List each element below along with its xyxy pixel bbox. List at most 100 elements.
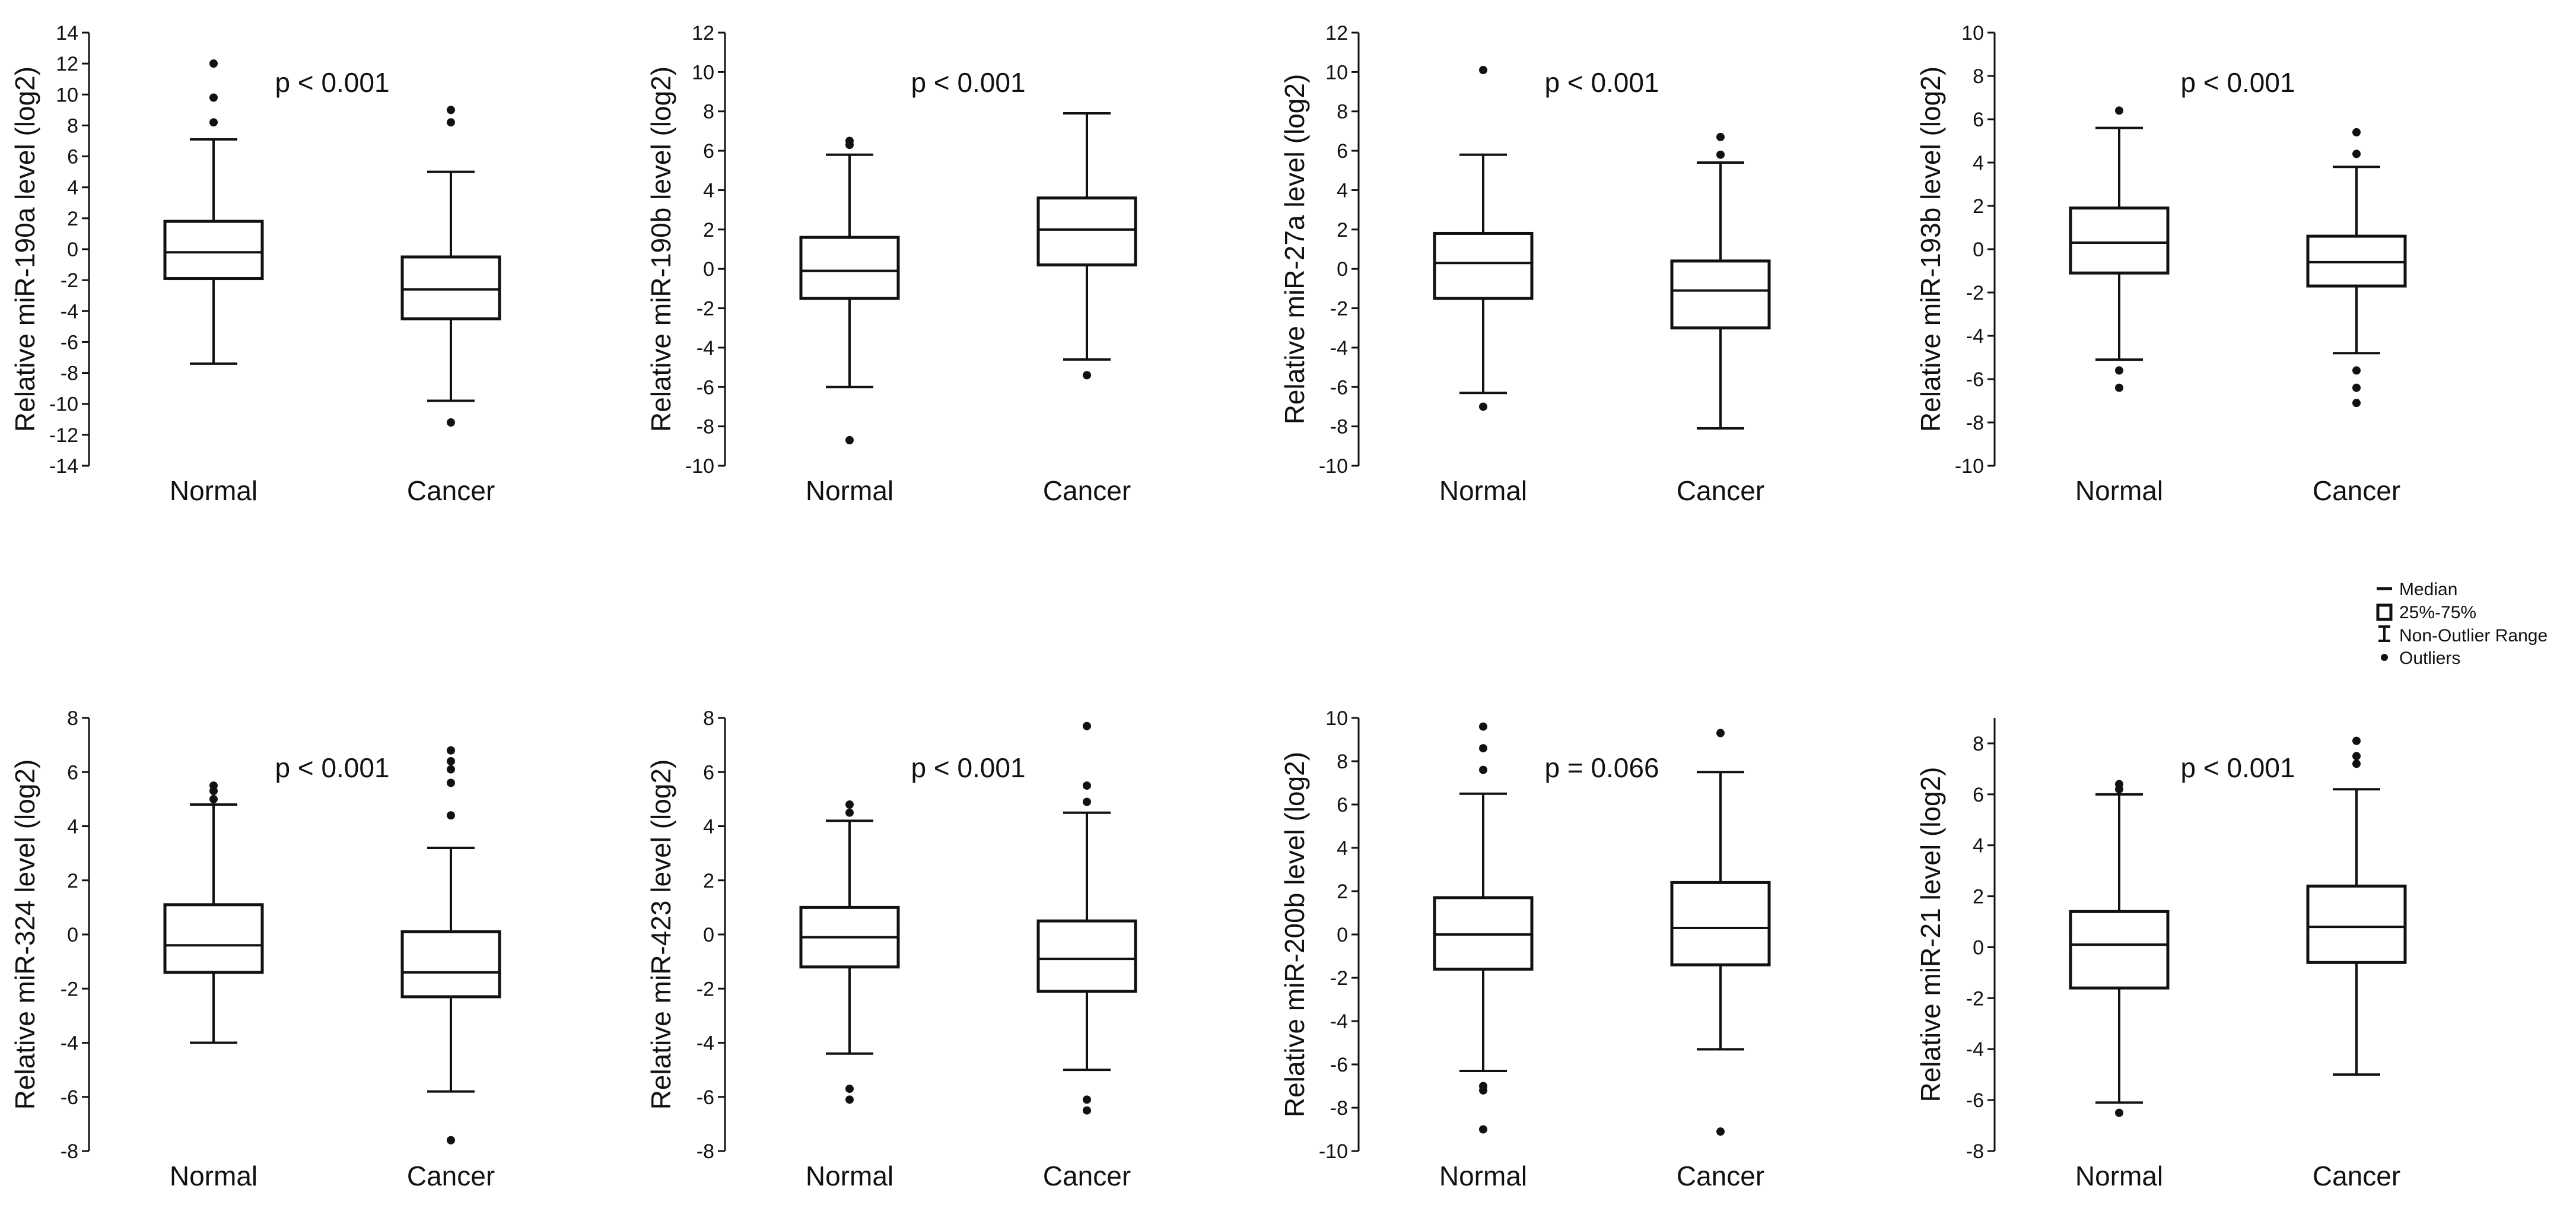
y-tick-label: -6 — [697, 1086, 714, 1109]
box-cancer: Cancer — [400, 106, 501, 506]
y-axis-label: Relative miR-423 level (log2) — [645, 759, 676, 1110]
y-tick-label: 0 — [703, 258, 714, 281]
y-tick-label: -8 — [1330, 1097, 1348, 1120]
outlier-point — [1479, 1125, 1487, 1134]
iqr-box — [2069, 206, 2170, 275]
y-tick-label: 12 — [56, 53, 78, 75]
y-tick-label: 4 — [1973, 152, 1984, 174]
category-label-normal: Normal — [1439, 1161, 1527, 1191]
outlier-point — [1479, 1082, 1487, 1091]
iqr-box — [1433, 231, 1534, 300]
y-tick-label: 2 — [1973, 886, 1984, 908]
y-tick-label: 14 — [56, 22, 78, 44]
y-tick-label: -2 — [1330, 298, 1348, 320]
box-normal: Normal — [1433, 722, 1534, 1191]
y-tick-label: 8 — [67, 707, 78, 730]
p-value-label: p < 0.001 — [1544, 67, 1659, 98]
box-cancer: Cancer — [1670, 729, 1771, 1191]
outlier-point — [1083, 797, 1091, 806]
panel-2: -10 -8 -6 -4 -2 0 2 4 6 8 10 12 Relative miR-190b le… — [645, 22, 1137, 506]
p-value-label: p < 0.001 — [275, 67, 389, 98]
y-tick-label: 8 — [703, 101, 714, 123]
outlier-point — [1716, 1127, 1725, 1136]
outlier-point — [209, 118, 218, 127]
y-tick-label: -6 — [61, 1086, 78, 1109]
category-label-normal: Normal — [1439, 475, 1527, 506]
y-tick-label: -2 — [1330, 967, 1348, 990]
outlier-point — [2352, 150, 2361, 158]
category-label-normal: Normal — [170, 1161, 257, 1191]
y-tick-label: 2 — [67, 870, 78, 892]
legend-whisker-symbol — [2378, 625, 2390, 642]
y-tick-label: 0 — [1337, 924, 1348, 946]
legend-box-symbol — [2376, 603, 2393, 621]
y-tick-label: 2 — [1337, 219, 1348, 241]
legend-outlier-symbol — [2381, 654, 2388, 661]
outlier-point — [2352, 736, 2361, 745]
y-tick-label: -14 — [49, 455, 78, 478]
outlier-point — [1479, 402, 1487, 411]
category-label-cancer: Cancer — [2313, 1161, 2400, 1191]
y-tick-label: 2 — [1337, 880, 1348, 903]
y-tick-label: -8 — [1966, 412, 1984, 434]
outlier-point — [2352, 399, 2361, 408]
outlier-point — [447, 765, 455, 774]
category-label-normal: Normal — [806, 475, 893, 506]
y-tick-label: -6 — [1330, 376, 1348, 399]
outlier-point — [845, 1095, 854, 1104]
y-tick-label: 4 — [67, 177, 78, 199]
outlier-point — [447, 778, 455, 787]
y-tick-label: 8 — [1973, 733, 1984, 755]
legend-whisker-label: Non-Outlier Range — [2399, 626, 2548, 646]
panel-7: -10 -8 -6 -4 -2 0 2 4 6 8 10 Relative miR-200b leve… — [1279, 707, 1771, 1191]
legend-median-label: Median — [2399, 580, 2457, 599]
outlier-point — [1716, 132, 1725, 141]
y-tick-label: 0 — [67, 924, 78, 946]
p-value-label: p < 0.001 — [2180, 752, 2295, 783]
outlier-point — [209, 781, 218, 790]
y-tick-label: 8 — [703, 707, 714, 730]
outlier-point — [447, 1136, 455, 1145]
category-label-normal: Normal — [170, 475, 257, 506]
outlier-point — [209, 794, 218, 803]
panel-8: -8 -6 -4 -2 0 2 4 6 8 Relative miR-21 level (log2… — [1915, 718, 2407, 1191]
box-cancer: Cancer — [1036, 112, 1137, 506]
outlier-point — [1083, 721, 1091, 730]
y-axis-label: Relative miR-200b level (log2) — [1279, 752, 1310, 1117]
outlier-point — [2352, 759, 2361, 768]
y-tick-label: -4 — [1330, 1010, 1348, 1033]
outlier-point — [447, 418, 455, 427]
y-tick-label: -4 — [697, 1032, 714, 1055]
y-axis-label: Relative miR-193b level (log2) — [1915, 66, 1946, 432]
y-tick-label: -2 — [697, 298, 714, 320]
iqr-box — [400, 930, 501, 999]
y-tick-label: -10 — [1955, 455, 1984, 478]
y-tick-label: -10 — [685, 455, 714, 478]
y-tick-label: -6 — [1966, 368, 1984, 391]
outlier-point — [845, 435, 854, 444]
y-tick-label: 6 — [1337, 140, 1348, 163]
y-tick-label: 4 — [1973, 835, 1984, 857]
y-tick-label: 4 — [703, 179, 714, 202]
y-tick-label: -4 — [61, 300, 78, 323]
y-tick-label: 2 — [703, 870, 714, 892]
panel-1: -14 -12 -10 -8 -6 -4 -2 0 2 4 6 8 10 12 14 Relative miR… — [9, 22, 501, 506]
y-tick-label: -6 — [1330, 1054, 1348, 1076]
box-normal: Normal — [1433, 66, 1534, 506]
legend-box-label: 25%-75% — [2399, 603, 2476, 622]
outlier-point — [2115, 366, 2123, 375]
outlier-point — [2352, 383, 2361, 392]
y-tick-label: -2 — [61, 978, 78, 1000]
y-tick-label: 6 — [703, 761, 714, 784]
iqr-box — [163, 903, 264, 974]
panel-4: -10 -8 -6 -4 -2 0 2 4 6 8 10 Relative miR-193b leve… — [1915, 22, 2407, 506]
outlier-point — [2352, 752, 2361, 761]
outlier-point — [1083, 1106, 1091, 1115]
p-value-label: p < 0.001 — [275, 752, 389, 783]
iqr-box — [1036, 196, 1137, 267]
outlier-point — [1083, 1095, 1091, 1104]
outlier-point — [447, 746, 455, 755]
y-tick-label: 0 — [1337, 258, 1348, 281]
y-tick-label: 8 — [1337, 751, 1348, 773]
y-tick-label: -6 — [697, 376, 714, 399]
